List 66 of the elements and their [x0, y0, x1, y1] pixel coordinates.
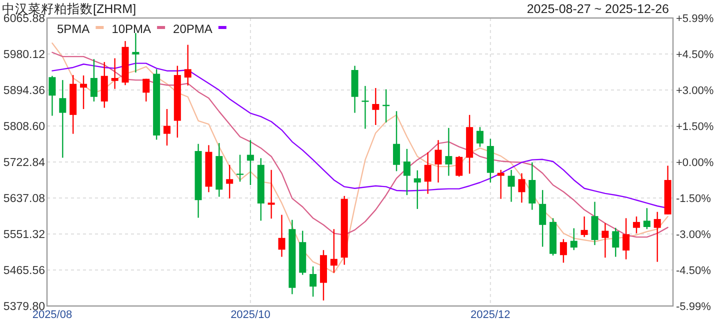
- candlestick: [163, 108, 170, 146]
- candlestick: [90, 58, 98, 102]
- candlestick: [424, 152, 432, 194]
- x-tick-label: 2025/10: [230, 309, 270, 320]
- line-series: [52, 42, 668, 274]
- candlestick: [528, 162, 536, 210]
- candlestick: [132, 32, 140, 74]
- candlestick: [111, 58, 118, 90]
- candlestick: [560, 238, 567, 264]
- chart-subtitle: 2025-08-27 ~ 2025-12-26: [526, 2, 670, 16]
- y2-tick-label: -3.00%: [676, 229, 712, 242]
- candlestick: [393, 110, 400, 172]
- candlestick: [59, 79, 66, 158]
- y-tick-label: 5551.32: [3, 229, 45, 241]
- candlestick: [310, 266, 317, 298]
- candlestick: [508, 169, 515, 202]
- candlestick: [80, 74, 88, 110]
- candlestick: [372, 87, 380, 126]
- candlestick: [330, 228, 338, 274]
- y-tick-label: 5465.56: [3, 265, 45, 277]
- legend-label: 5PMA: [57, 22, 90, 36]
- candlestick: [632, 216, 640, 234]
- candlestick: [612, 227, 620, 258]
- candlestick: [476, 126, 484, 148]
- candlestick: [142, 78, 150, 102]
- y2-tick-label: +0.00%: [676, 157, 714, 169]
- candlestick: [48, 75, 56, 116]
- candlestick: [184, 44, 192, 86]
- candlestick: [236, 154, 244, 182]
- candlestick: [434, 140, 442, 184]
- y2-tick-label: +4.50%: [676, 48, 714, 61]
- candlestick: [570, 228, 578, 251]
- y-tick-label: 5722.84: [3, 157, 46, 169]
- candlestick: [414, 170, 421, 210]
- y-tick-label: 6065.88: [3, 13, 45, 25]
- candlestick: [403, 148, 410, 196]
- candlestick: [226, 164, 234, 200]
- y2-tick-label: -1.50%: [676, 193, 712, 206]
- candlestick: [580, 216, 588, 238]
- candlestick: [539, 189, 546, 248]
- candlestick: [518, 172, 526, 204]
- candlestick: [456, 155, 463, 178]
- candlestick: [268, 169, 275, 220]
- candlestick: [246, 140, 254, 186]
- candlestick: [362, 85, 369, 130]
- x-tick-label: 2025/08: [32, 309, 72, 320]
- legend-label: 10PMA: [112, 22, 152, 36]
- y-tick-label: 5637.08: [3, 193, 45, 205]
- candlestick: [445, 127, 452, 176]
- candlestick: [591, 201, 598, 246]
- y2-tick-label: -4.50%: [676, 265, 712, 278]
- y-tick-label: 5980.12: [3, 49, 45, 61]
- y2-tick-label: +1.50%: [676, 120, 714, 133]
- legend-label: 20PMA: [173, 22, 212, 36]
- candlestick: [602, 222, 609, 258]
- y2-tick-label: +5.99%: [676, 13, 714, 25]
- candlestick: [497, 169, 504, 200]
- y2-tick-label: +3.00%: [676, 84, 714, 97]
- x-tick-label: 2025/12: [470, 309, 510, 320]
- y2-tick-label: -5.99%: [676, 301, 712, 313]
- candlestick: [654, 211, 661, 262]
- y-tick-label: 5808.60: [3, 121, 45, 133]
- candlestick: [278, 214, 286, 258]
- candlestick: [643, 208, 650, 230]
- y-tick-label: 5894.36: [3, 85, 45, 97]
- candlestick: [622, 218, 630, 260]
